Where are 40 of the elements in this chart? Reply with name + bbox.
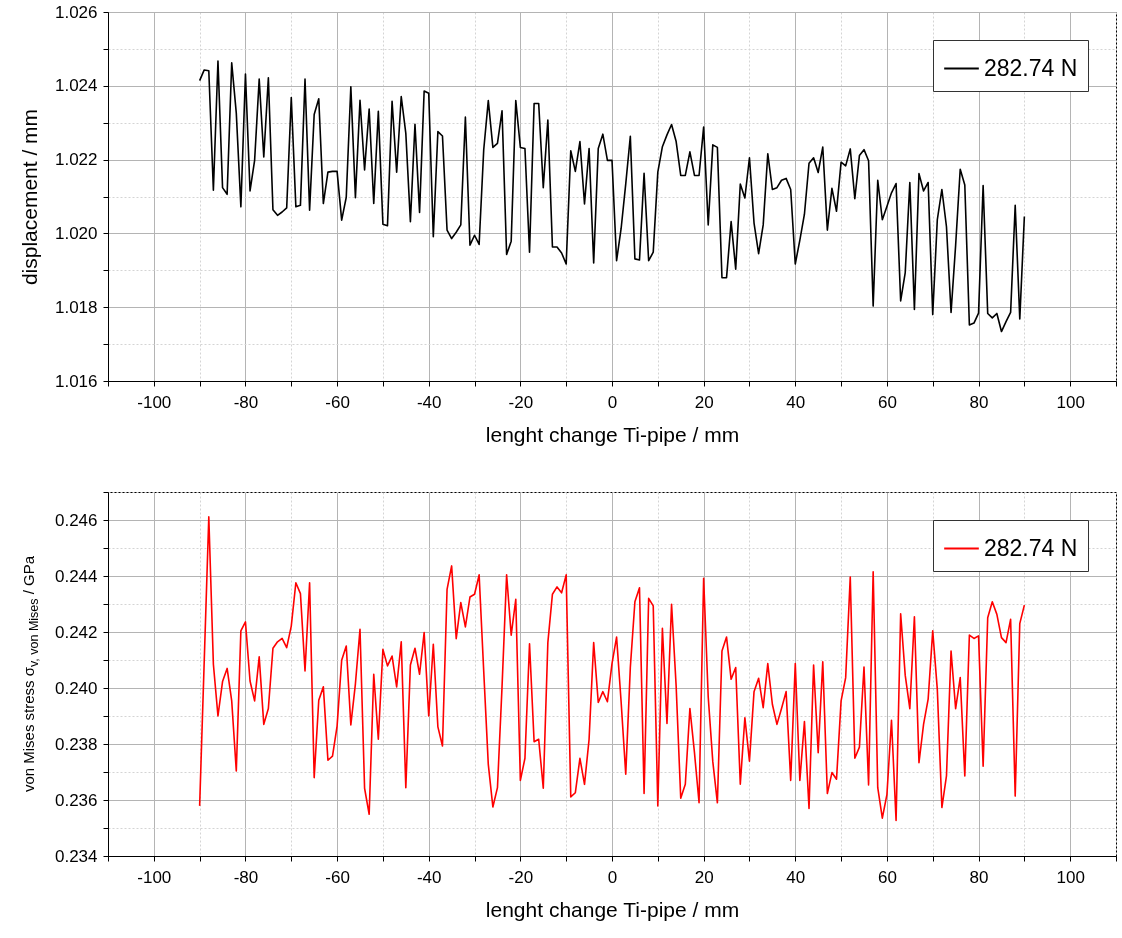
x-tick-label: 80 — [969, 867, 989, 887]
y-tick-label: 0.238 — [54, 734, 98, 754]
x-axis-title: lenght change Ti-pipe / mm — [485, 422, 740, 446]
x-tick-label: 20 — [694, 392, 714, 412]
legend-label: 282.74 N — [984, 534, 1078, 561]
x-tick-label: -40 — [416, 392, 442, 412]
x-tick-label: 0 — [607, 867, 618, 887]
x-tick-label: -100 — [137, 392, 172, 412]
y-tick-label: 0.246 — [54, 510, 98, 530]
y-tick-label: 1.020 — [54, 223, 98, 243]
y-axis-title: displacement / mm — [18, 108, 42, 285]
x-tick-label: -60 — [325, 867, 350, 887]
x-tick-label: 40 — [786, 867, 806, 887]
x-tick-label: -80 — [233, 392, 259, 412]
legend-label: 282.74 N — [984, 54, 1078, 81]
x-axis-title: lenght change Ti-pipe / mm — [485, 897, 740, 921]
x-tick-label: -100 — [137, 867, 172, 887]
y-tick-label: 0.242 — [54, 622, 98, 642]
y-tick-label: 0.234 — [54, 846, 98, 866]
x-tick-label: -60 — [325, 392, 350, 412]
x-tick-label: 20 — [694, 867, 714, 887]
x-tick-label: -80 — [233, 867, 259, 887]
y-tick-label: 0.244 — [54, 566, 98, 586]
y-tick-label: 0.240 — [54, 678, 98, 698]
y-tick-label: 1.024 — [54, 76, 98, 96]
x-tick-label: 100 — [1056, 867, 1085, 887]
y-tick-label: 1.022 — [54, 150, 98, 170]
y-tick-label: 1.026 — [54, 2, 98, 22]
x-tick-label: 100 — [1056, 392, 1085, 412]
x-tick-label: 0 — [607, 392, 618, 412]
x-tick-label: 60 — [877, 867, 897, 887]
x-tick-label: -40 — [416, 867, 442, 887]
x-tick-label: 60 — [877, 392, 897, 412]
y-tick-label: 1.018 — [54, 297, 98, 317]
x-tick-label: -20 — [508, 867, 534, 887]
x-tick-label: 40 — [786, 392, 806, 412]
y-tick-label: 0.236 — [54, 790, 98, 810]
x-tick-label: 80 — [969, 392, 989, 412]
y-tick-label: 1.016 — [54, 371, 98, 391]
x-tick-label: -20 — [508, 392, 534, 412]
